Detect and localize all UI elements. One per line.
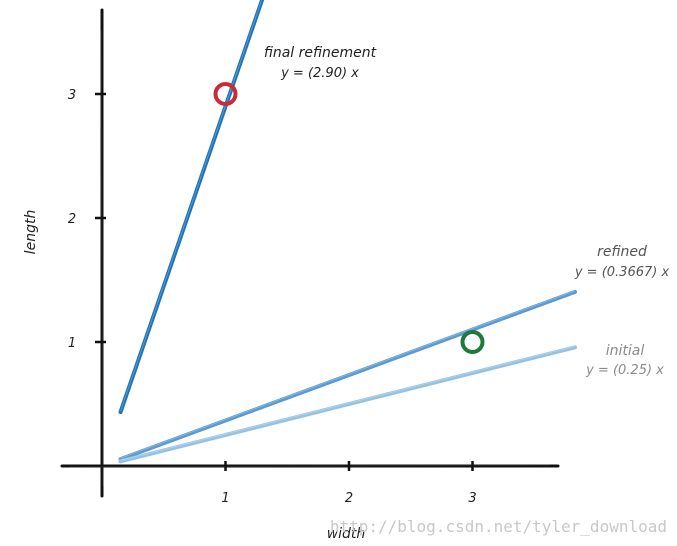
series-name-label: refined	[597, 244, 647, 260]
series-equation-label: y = (2.90) x	[280, 66, 359, 81]
series-name-label: final refinement	[264, 45, 377, 61]
series-line-initial	[118, 345, 578, 464]
y-axis-sketch	[100, 29, 104, 487]
watermark: http://blog.csdn.net/tyler_download	[329, 517, 667, 536]
x-tick-label: 3	[468, 491, 476, 506]
x-tick-label: 1	[221, 491, 229, 506]
x-axis-sketch	[69, 464, 551, 468]
series-lines	[118, 0, 578, 464]
data-point	[460, 330, 485, 354]
series-line-refined	[118, 289, 578, 462]
series-equation-label: y = (0.25) x	[585, 363, 664, 378]
y-axis-title: length	[23, 210, 39, 255]
x-tick-label: 2	[345, 491, 353, 506]
series-line-final-refinement	[118, 0, 265, 415]
series-equation-label: y = (0.3667) x	[574, 265, 670, 280]
data-point	[213, 82, 238, 106]
series-line-sketch	[120, 345, 576, 461]
data-points	[213, 82, 485, 354]
y-tick-label: 3	[68, 88, 76, 103]
y-tick-label: 2	[68, 212, 76, 227]
series-labels: final refinement y = (2.90) x refined y = (…	[264, 45, 670, 378]
series-name-label: initial	[606, 343, 645, 359]
series-line-sketch	[120, 290, 576, 459]
y-tick-label: 1	[68, 336, 76, 351]
series-line-sketch	[120, 0, 263, 412]
axes: 1 2 3 1 2 3 width length	[23, 8, 560, 542]
x-axis-title: width	[327, 526, 366, 542]
